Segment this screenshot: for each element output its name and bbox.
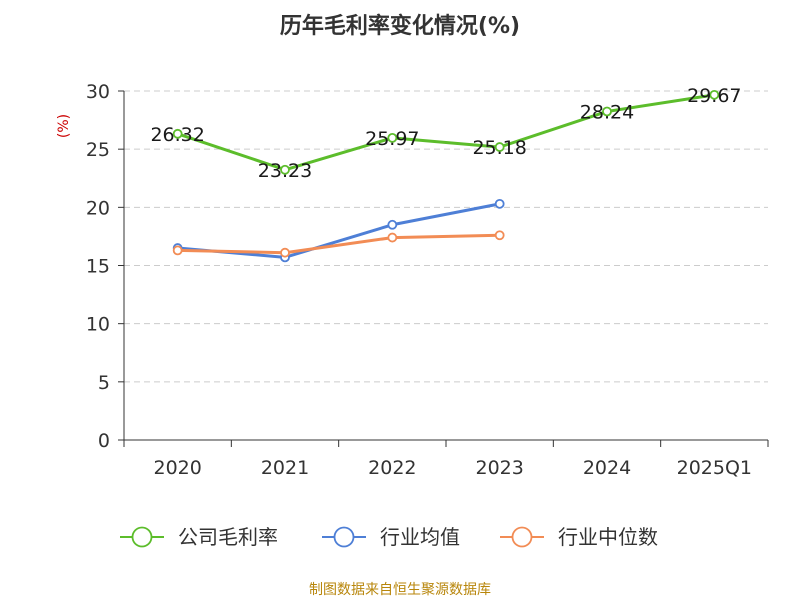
x-tick-label: 2020: [153, 457, 201, 479]
data-label: 26.32: [150, 124, 204, 146]
axes: 0 5 10 15 20 25 30 2020 2021 2022 2023 2024 2025Q1: [86, 81, 769, 479]
x-tick-label: 2024: [583, 457, 631, 479]
grid-lines: [124, 90, 768, 383]
legend-label: 公司毛利率: [178, 525, 278, 549]
data-label: 28.24: [580, 101, 634, 123]
y-axis-label: (%): [56, 114, 72, 138]
data-labels: 26.32 23.23 25.97 25.18 28.24 29.67: [150, 85, 741, 182]
y-tick-label: 20: [86, 197, 110, 219]
data-point[interactable]: [494, 198, 505, 209]
series-line: [177, 233, 500, 255]
data-point[interactable]: [602, 106, 612, 117]
series-lines: [172, 89, 720, 263]
data-point[interactable]: [280, 164, 290, 175]
legend-label: 行业中位数: [558, 525, 658, 549]
data-point[interactable]: [172, 128, 183, 139]
x-tick-label: 2021: [261, 457, 309, 479]
data-point[interactable]: [387, 232, 398, 243]
series-line: [177, 202, 500, 259]
data-point[interactable]: [280, 247, 290, 258]
data-point[interactable]: [494, 230, 505, 241]
x-tick-label: 2022: [368, 457, 416, 479]
data-point[interactable]: [172, 245, 183, 256]
legend-label: 行业均值: [380, 525, 460, 549]
chart-title: 历年毛利率变化情况(%): [280, 13, 520, 39]
y-tick-label: 5: [98, 372, 110, 394]
series-line: [177, 93, 715, 172]
y-tick-label: 10: [86, 314, 110, 336]
data-label: 25.97: [365, 128, 419, 150]
data-point[interactable]: [494, 142, 505, 152]
y-tick-label: 0: [98, 430, 110, 452]
data-point[interactable]: [709, 89, 720, 100]
legend-marker: [333, 526, 355, 548]
legend[interactable]: 公司毛利率 行业均值 行业中位数: [120, 525, 658, 549]
source-note: 制图数据来自恒生聚源数据库: [309, 582, 491, 598]
legend-item[interactable]: 行业均值: [322, 525, 460, 549]
y-tick-label: 15: [86, 256, 110, 278]
data-point[interactable]: [387, 219, 398, 230]
data-label: 29.67: [687, 85, 741, 107]
legend-item[interactable]: 行业中位数: [500, 525, 658, 549]
data-label: 25.18: [472, 137, 526, 159]
data-label: 23.23: [258, 160, 312, 182]
legend-item[interactable]: 公司毛利率: [120, 525, 278, 549]
legend-marker: [131, 526, 153, 548]
data-point[interactable]: [387, 132, 398, 143]
y-tick-label: 30: [86, 81, 110, 103]
x-tick-label: 2023: [475, 457, 523, 479]
y-tick-label: 25: [86, 139, 110, 161]
x-tick-label: 2025Q1: [677, 457, 752, 479]
legend-marker: [511, 526, 533, 548]
